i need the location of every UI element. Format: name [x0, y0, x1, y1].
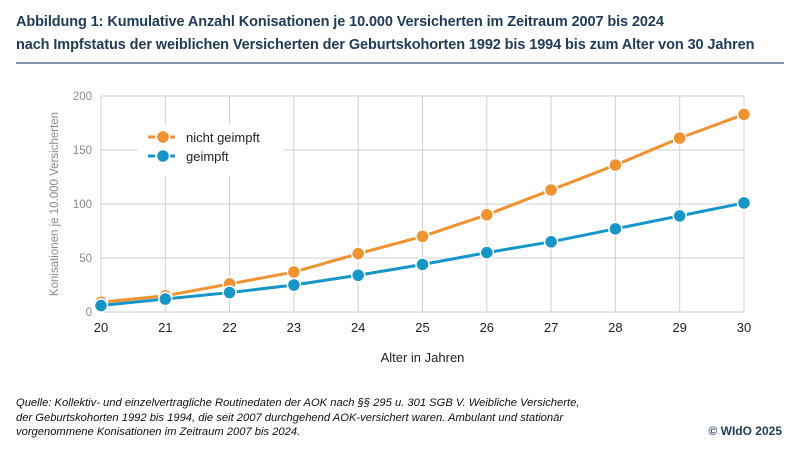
x-axis-ticks: 20 21 22 23 24 25 26 27 28 29 30 — [94, 320, 751, 335]
y-tick-label: 100 — [73, 199, 92, 211]
data-point — [543, 182, 559, 198]
y-tick-label: 50 — [79, 253, 92, 265]
data-point — [672, 208, 687, 224]
x-tick-label: 24 — [351, 320, 365, 335]
x-tick-label: 27 — [544, 320, 558, 335]
grid-lines — [100, 95, 745, 313]
data-point — [608, 221, 623, 237]
x-tick-label: 20 — [94, 320, 108, 335]
data-point — [608, 157, 623, 173]
source-line: vorgenommene Konisationen im Zeitraum 20… — [16, 426, 301, 438]
data-point — [479, 207, 495, 223]
data-point — [415, 229, 430, 244]
y-tick-label: 150 — [73, 145, 92, 157]
data-point — [479, 245, 495, 260]
x-tick-label: 30 — [737, 320, 751, 335]
data-point — [736, 195, 752, 211]
source-note: Quelle: Kollektiv- und einzelvertraglich… — [16, 396, 580, 440]
series-geimpft — [93, 195, 752, 313]
figure-title-line-2: nach Impfstatus der weiblichen Versicher… — [16, 37, 755, 53]
x-axis-label: Alter in Jahren — [381, 350, 465, 365]
data-point — [222, 285, 237, 300]
source-line: der Geburtskohorten 1992 bis 1994, die s… — [16, 411, 564, 424]
data-point — [158, 291, 173, 307]
legend-marker — [155, 148, 171, 164]
data-point — [286, 264, 302, 280]
y-tick-label: 200 — [73, 91, 92, 103]
title-divider — [16, 62, 784, 64]
legend-marker — [155, 129, 171, 145]
y-axis-ticks: 0 50 100 150 200 — [73, 91, 92, 319]
data-point — [672, 130, 687, 146]
x-tick-label: 22 — [222, 320, 236, 335]
data-point — [93, 298, 109, 313]
legend: nicht geimpft geimpft — [138, 124, 283, 176]
data-point — [415, 257, 430, 272]
x-tick-label: 25 — [415, 320, 429, 335]
data-point — [350, 268, 366, 283]
data-point — [543, 234, 559, 250]
figure-title-line-1: Abbildung 1: Kumulative Anzahl Konisatio… — [16, 14, 664, 30]
y-axis-label: Konisationen je 10.000 Versicherten — [49, 112, 61, 296]
legend-label: geimpft — [186, 149, 229, 164]
data-point — [286, 277, 302, 293]
y-tick-label: 0 — [86, 307, 92, 319]
x-tick-label: 21 — [158, 320, 172, 335]
x-tick-label: 29 — [672, 320, 686, 335]
x-tick-label: 28 — [608, 320, 622, 335]
data-point — [350, 246, 366, 261]
x-tick-label: 26 — [480, 320, 494, 335]
x-tick-label: 23 — [287, 320, 301, 335]
legend-label: nicht geimpft — [186, 130, 260, 145]
line-chart: 0 50 100 150 200 20 21 22 23 24 25 26 27 28 29 30 Koni… — [49, 91, 752, 365]
series-group — [93, 107, 752, 313]
copyright-notice: © WIdO 2025 — [708, 424, 782, 438]
data-point — [736, 107, 752, 122]
source-line: Quelle: Kollektiv- und einzelvertraglich… — [16, 397, 580, 409]
